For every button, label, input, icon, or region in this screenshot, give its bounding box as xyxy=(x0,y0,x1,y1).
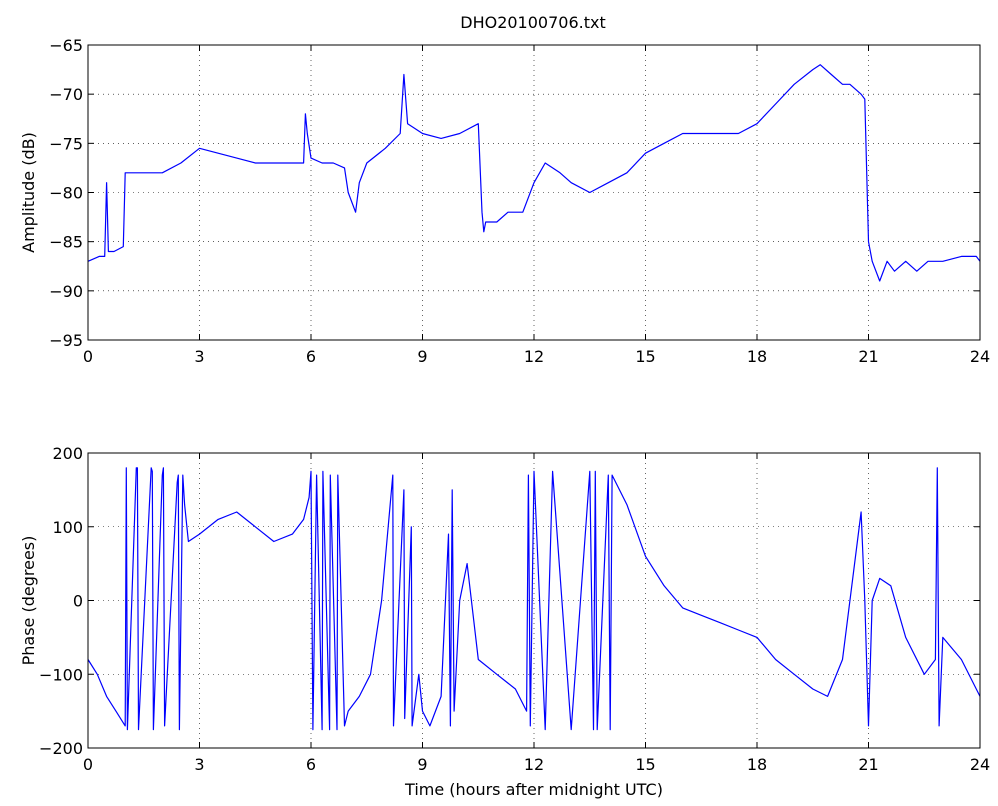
amplitude-y-tick-label: −70 xyxy=(49,85,83,104)
amplitude-x-tick-label: 18 xyxy=(747,347,767,366)
phase-x-axis-label: Time (hours after midnight UTC) xyxy=(404,780,663,799)
phase-series-line xyxy=(87,467,981,731)
phase-y-tick-label: 0 xyxy=(73,592,83,611)
amplitude-chart: 0 3 6 9 12 15 18 21 24 −95 −90 −85 −80 −75 −70 −65 Ampli… xyxy=(19,36,990,366)
phase-x-tick-label: 24 xyxy=(970,755,990,774)
amplitude-y-axis-label: Amplitude (dB) xyxy=(19,132,38,253)
amplitude-x-tick-label: 15 xyxy=(635,347,655,366)
phase-chart: 0 3 6 9 12 15 18 21 24 −200 −100 0 100 200 Phase (degr… xyxy=(19,444,990,799)
amplitude-y-tick-label: −95 xyxy=(49,331,83,350)
amplitude-x-tick-label: 12 xyxy=(524,347,544,366)
phase-y-tick-label: 200 xyxy=(52,444,83,463)
phase-x-tick-label: 21 xyxy=(858,755,878,774)
phase-y-tick-label: −200 xyxy=(39,739,83,758)
amplitude-x-tick-label: 3 xyxy=(194,347,204,366)
phase-x-tick-label: 0 xyxy=(83,755,93,774)
phase-x-tick-label: 9 xyxy=(417,755,427,774)
phase-y-tick-label: 100 xyxy=(52,518,83,537)
phase-y-axis-label: Phase (degrees) xyxy=(19,536,38,666)
phase-x-tick-label: 3 xyxy=(194,755,204,774)
amplitude-x-tick-label: 0 xyxy=(83,347,93,366)
figure-title: DHO20100706.txt xyxy=(460,13,605,32)
amplitude-y-tick-label: −90 xyxy=(49,282,83,301)
amplitude-y-tick-label: −75 xyxy=(49,134,83,153)
phase-x-tick-label: 6 xyxy=(306,755,316,774)
phase-y-tick-label: −100 xyxy=(39,665,83,684)
amplitude-y-tick-label: −80 xyxy=(49,184,83,203)
amplitude-y-tick-label: −85 xyxy=(49,233,83,252)
phase-x-tick-label: 12 xyxy=(524,755,544,774)
phase-x-tick-label: 15 xyxy=(635,755,655,774)
amplitude-x-tick-label: 24 xyxy=(970,347,990,366)
phase-x-tick-label: 18 xyxy=(747,755,767,774)
amplitude-x-tick-label: 9 xyxy=(417,347,427,366)
amplitude-x-tick-label: 21 xyxy=(858,347,878,366)
amplitude-series-line xyxy=(87,64,981,282)
amplitude-x-tick-label: 6 xyxy=(306,347,316,366)
amplitude-y-tick-label: −65 xyxy=(49,36,83,55)
